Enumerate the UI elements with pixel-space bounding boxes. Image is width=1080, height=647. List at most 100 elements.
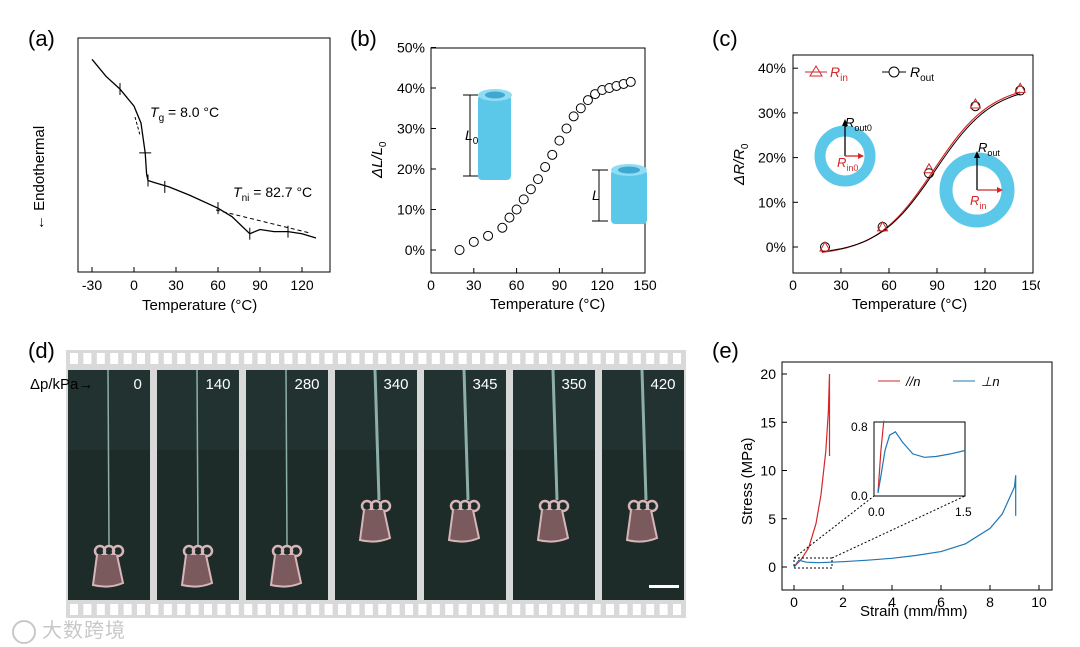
chart-c-xtick-label: 30 <box>833 277 849 293</box>
sprocket-hole <box>391 604 400 615</box>
sprocket-hole <box>230 353 239 364</box>
chart-e-stress-strain: 0 2 4 6 8 10 0 5 10 15 20 0.8 0.0 0.0 1.5 //n ⊥n S… <box>739 361 1053 620</box>
sprocket-hole <box>552 604 561 615</box>
chart-b-point <box>625 76 636 87</box>
chart-b-point <box>518 194 529 205</box>
sprocket-hole <box>163 353 172 364</box>
sprocket-hole <box>592 604 601 615</box>
chart-c-point-rout <box>1015 85 1026 96</box>
chart-c-point-rin <box>819 240 831 252</box>
legend-rin-marker <box>809 65 823 77</box>
chart-e-ytick-label: 5 <box>768 511 776 527</box>
chart-b-xtick-label: 60 <box>509 277 525 293</box>
sprocket-hole <box>632 604 641 615</box>
sprocket-hole <box>150 604 159 615</box>
chart-b-xtick-label: 90 <box>552 277 568 293</box>
chart-b-ytick-label: 0% <box>405 242 425 258</box>
inset-xtick-right: 1.5 <box>955 505 972 519</box>
chart-e-xtick-label: 10 <box>1031 594 1047 610</box>
chart-b-frame <box>430 47 646 274</box>
chart-c-frame <box>792 54 1034 274</box>
chart-b-xtick-label: 0 <box>427 277 435 293</box>
sprocket-hole <box>217 604 226 615</box>
sprocket-hole <box>137 353 145 364</box>
video-frame <box>513 369 595 600</box>
sprocket-hole <box>204 604 212 615</box>
sprocket-hole <box>177 353 186 364</box>
sprocket-hole <box>190 353 199 364</box>
sprocket-hole <box>418 604 427 615</box>
chart-a-xtick-label: 120 <box>290 277 314 293</box>
sprocket-hole <box>632 353 641 364</box>
sprocket-hole <box>311 353 320 364</box>
sprocket-hole <box>512 353 521 364</box>
watermark-icon <box>12 619 36 644</box>
sprocket-hole <box>565 353 574 364</box>
chart-e-xtick-label: 4 <box>888 594 896 610</box>
chart-a-xtick-label: -30 <box>82 277 102 293</box>
sprocket-hole <box>83 353 92 364</box>
chart-b-xtick-label: 150 <box>633 277 657 293</box>
chart-a-tg-tangent <box>134 116 141 136</box>
chart-e-ytick-label: 0 <box>768 559 776 575</box>
frame-pressure-value: 140 <box>205 376 231 393</box>
series-parallel-line <box>793 373 831 568</box>
chart-a-tg-annotation: Tg = 8.0 °C <box>150 104 219 124</box>
sprocket-hole <box>539 353 547 364</box>
sprocket-hole <box>552 353 561 364</box>
sprocket-hole <box>83 604 92 615</box>
frame-pressure-value: 340 <box>383 376 409 393</box>
chart-b-point <box>504 212 515 223</box>
sprocket-hole <box>123 353 132 364</box>
chart-b-point <box>582 95 593 106</box>
sprocket-hole <box>284 604 293 615</box>
sprocket-hole <box>70 604 78 615</box>
chart-e-xlabel: Strain (mm/mm) <box>860 603 968 620</box>
inset-ytick-bottom: 0.0 <box>851 489 868 503</box>
chart-b-point <box>554 135 565 146</box>
chart-e-ylabel: Stress (MPa) <box>739 437 756 525</box>
chart-e-ytick-label: 20 <box>760 366 776 382</box>
sprocket-hole <box>271 604 279 615</box>
chart-b-point <box>575 103 586 114</box>
chart-a-xtick-label: 0 <box>130 277 138 293</box>
frame-pressure-value: 420 <box>650 376 676 393</box>
sprocket-hole <box>525 353 534 364</box>
video-frame <box>246 369 328 600</box>
sprocket-hole <box>606 604 614 615</box>
sprocket-hole <box>244 353 253 364</box>
video-frame <box>335 369 417 600</box>
sprocket-hole <box>96 604 105 615</box>
sprocket-hole <box>673 604 681 615</box>
chart-c-point-rin <box>1014 82 1027 93</box>
panel-a-label: (a) <box>28 26 55 51</box>
chart-c-point-rin <box>876 220 889 232</box>
chart-b-point <box>497 222 508 233</box>
sprocket-hole <box>565 604 574 615</box>
chart-e-xtick-label: 0 <box>790 594 798 610</box>
chart-b-xtick-label: 120 <box>591 277 615 293</box>
chart-c-xtick-label: 90 <box>929 277 945 293</box>
sprocket-hole <box>458 604 467 615</box>
sprocket-hole <box>324 604 333 615</box>
sprocket-hole <box>485 353 494 364</box>
chart-c-point-rout <box>970 101 981 112</box>
legend-perp-label: ⊥n <box>981 374 1000 389</box>
sprocket-hole <box>579 604 588 615</box>
sprocket-hole <box>579 353 588 364</box>
video-frame <box>157 369 239 600</box>
chart-b-l-label: L <box>592 187 600 203</box>
chart-a-xtick-label: 30 <box>168 277 184 293</box>
sprocket-hole <box>646 353 655 364</box>
sprocket-hole <box>110 604 119 615</box>
sprocket-hole <box>619 604 628 615</box>
chart-c-ytick-label: 10% <box>758 194 786 210</box>
chart-e-ytick-label: 10 <box>760 463 776 479</box>
sprocket-hole <box>539 604 547 615</box>
sprocket-hole <box>619 353 628 364</box>
sprocket-hole <box>405 604 413 615</box>
sprocket-hole <box>485 604 494 615</box>
sprocket-hole <box>338 353 346 364</box>
sprocket-hole <box>137 604 145 615</box>
sprocket-hole <box>659 353 668 364</box>
